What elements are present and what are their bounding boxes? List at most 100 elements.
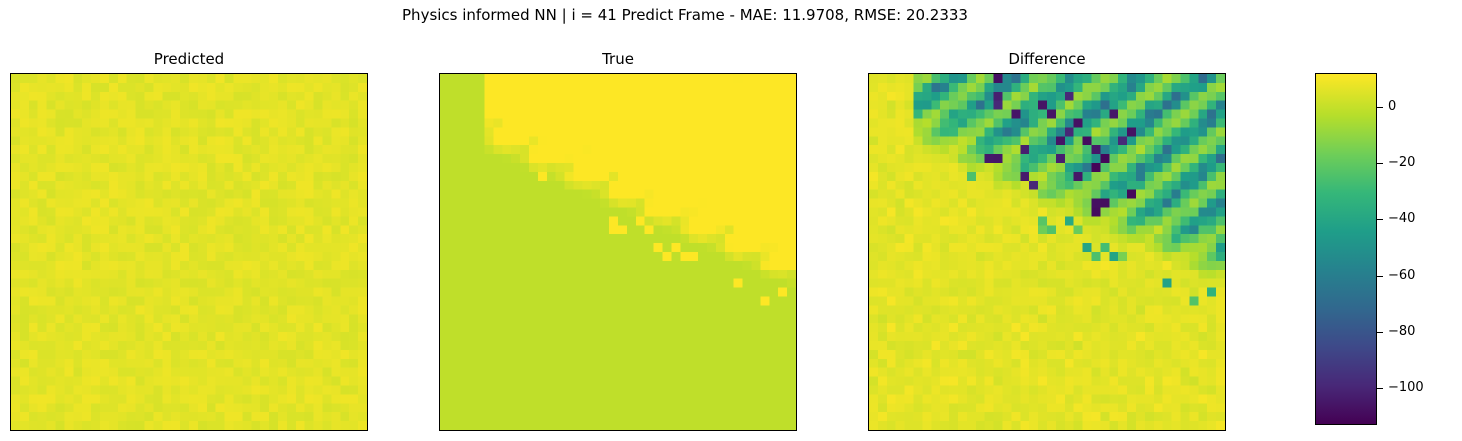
predicted-cell <box>278 385 288 395</box>
difference-cell <box>1091 82 1101 92</box>
predicted-cell <box>286 394 296 404</box>
true-cell <box>742 332 752 342</box>
predicted-cell <box>144 252 154 262</box>
difference-cell <box>904 260 914 270</box>
difference-cell <box>1091 243 1101 253</box>
difference-cell <box>1189 127 1199 137</box>
difference-cell <box>993 341 1003 351</box>
true-cell <box>680 305 690 315</box>
difference-cell <box>1144 243 1154 253</box>
difference-cell <box>1207 180 1217 190</box>
difference-cell <box>984 100 994 110</box>
difference-cell <box>984 216 994 226</box>
true-cell <box>618 421 628 430</box>
true-cell <box>502 260 512 270</box>
difference-cell <box>966 243 976 253</box>
predicted-cell <box>215 252 225 262</box>
difference-cell <box>1011 349 1021 359</box>
difference-cell <box>1038 163 1048 173</box>
true-cell <box>769 189 779 199</box>
true-cell <box>778 163 788 173</box>
true-cell <box>698 296 708 306</box>
difference-cell <box>913 189 923 199</box>
true-cell <box>644 243 654 253</box>
difference-cell <box>904 323 914 333</box>
true-cell <box>787 171 796 181</box>
difference-cell <box>1118 367 1128 377</box>
true-cell <box>493 234 503 244</box>
true-cell <box>671 376 681 386</box>
true-cell <box>466 421 476 430</box>
true-cell <box>671 91 681 101</box>
difference-cell <box>993 127 1003 137</box>
difference-cell <box>1207 118 1217 128</box>
predicted-cell <box>64 91 74 101</box>
true-cell <box>609 243 619 253</box>
predicted-cell <box>349 412 359 422</box>
true-cell <box>742 136 752 146</box>
true-cell <box>778 376 788 386</box>
predicted-cell <box>73 225 83 235</box>
true-cell <box>680 225 690 235</box>
true-cell <box>680 243 690 253</box>
true-cell <box>778 154 788 164</box>
true-cell <box>466 136 476 146</box>
predicted-cell <box>233 154 243 164</box>
true-cell <box>537 385 547 395</box>
predicted-cell <box>233 341 243 351</box>
predicted-cell <box>108 403 118 413</box>
difference-cell <box>1162 145 1172 155</box>
difference-cell <box>1153 421 1163 430</box>
true-cell <box>502 243 512 253</box>
predicted-cell <box>295 171 305 181</box>
true-cell <box>457 198 467 208</box>
true-cell <box>733 421 743 430</box>
difference-cell <box>958 260 968 270</box>
predicted-cell <box>189 278 199 288</box>
true-cell <box>680 127 690 137</box>
true-cell <box>475 234 485 244</box>
true-cell <box>618 296 628 306</box>
true-cell <box>520 74 530 84</box>
true-cell <box>493 207 503 217</box>
difference-cell <box>922 367 932 377</box>
difference-cell <box>1020 234 1030 244</box>
predicted-cell <box>91 118 101 128</box>
difference-cell <box>1055 260 1065 270</box>
difference-cell <box>886 100 896 110</box>
predicted-cell <box>73 394 83 404</box>
true-cell <box>529 332 539 342</box>
difference-cell <box>1180 145 1190 155</box>
true-cell <box>707 252 717 262</box>
predicted-cell <box>260 171 270 181</box>
predicted-cell <box>19 127 29 137</box>
predicted-cell <box>180 171 190 181</box>
true-cell <box>787 225 796 235</box>
true-cell <box>662 287 672 297</box>
true-cell <box>715 269 725 279</box>
difference-cell <box>1216 385 1225 395</box>
difference-cell <box>940 136 950 146</box>
true-cell <box>626 243 636 253</box>
difference-cell <box>886 216 896 226</box>
predicted-cell <box>206 349 216 359</box>
difference-cell <box>1073 296 1083 306</box>
true-cell <box>457 412 467 422</box>
predicted-cell <box>100 163 110 173</box>
difference-cell <box>1038 269 1048 279</box>
difference-cell <box>877 225 887 235</box>
predicted-cell <box>100 394 110 404</box>
true-cell <box>529 198 539 208</box>
true-cell <box>448 385 458 395</box>
true-cell <box>555 118 565 128</box>
predicted-cell <box>260 243 270 253</box>
difference-cell <box>1029 100 1039 110</box>
difference-cell <box>922 180 932 190</box>
predicted-cell <box>117 243 127 253</box>
true-cell <box>502 163 512 173</box>
difference-cell <box>1127 109 1137 119</box>
true-cell <box>680 216 690 226</box>
true-cell <box>644 145 654 155</box>
predicted-cell <box>295 332 305 342</box>
predicted-cell <box>126 305 136 315</box>
